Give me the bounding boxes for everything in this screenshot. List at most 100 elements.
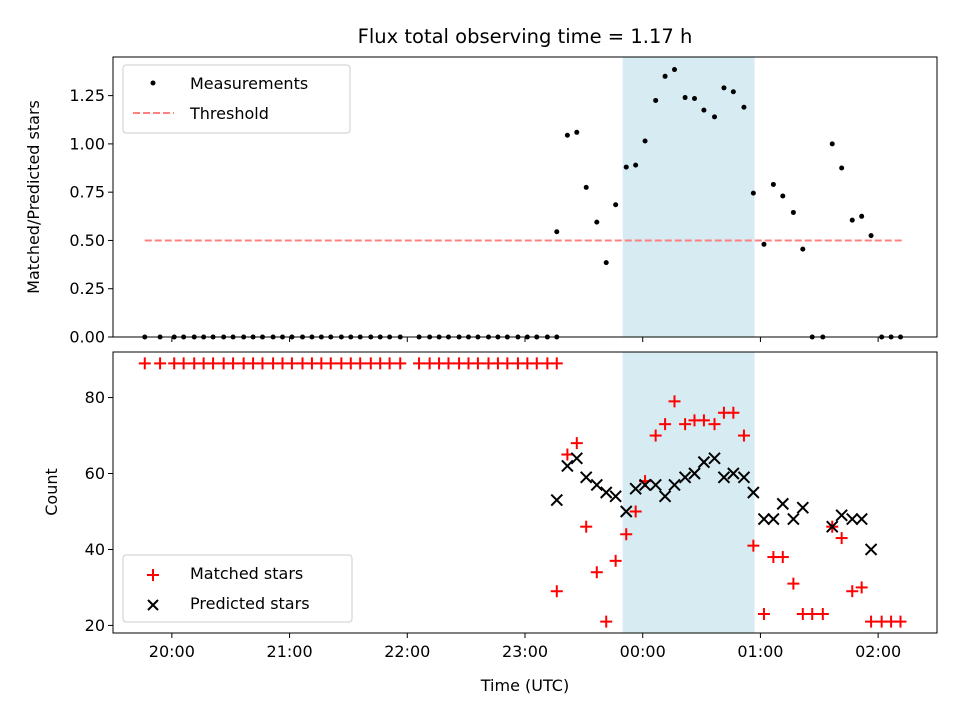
- data-point-plus: [324, 357, 337, 370]
- data-point-plus: [394, 357, 407, 370]
- data-point-x: [796, 501, 810, 514]
- data-point: [653, 97, 659, 103]
- x-axis-ticks: [171, 337, 879, 342]
- data-point-plus: [727, 406, 740, 419]
- y-tick-label: 20: [85, 616, 105, 635]
- data-point-x: [668, 478, 681, 492]
- data-point-plus: [806, 608, 819, 621]
- data-point-plus: [855, 581, 868, 594]
- data-point: [790, 209, 796, 215]
- data-point-plus: [816, 608, 829, 621]
- data-point-x: [649, 478, 662, 492]
- x-tick-label: 22:00: [384, 642, 430, 661]
- y-tick-label: 0.75: [69, 183, 105, 202]
- data-point-x: [727, 467, 740, 480]
- data-point-plus: [649, 429, 662, 442]
- figure-title: Flux total observing time = 1.17 h: [358, 25, 693, 48]
- data-point: [868, 233, 874, 239]
- data-point-x: [697, 455, 711, 469]
- data-point-plus: [177, 357, 190, 370]
- x-tick-label: 21:00: [267, 642, 313, 661]
- data-point-plus: [787, 577, 800, 590]
- data-point-plus: [501, 357, 514, 370]
- data-point-x: [708, 452, 721, 465]
- data-point-x: [776, 497, 790, 511]
- data-point: [741, 104, 747, 110]
- x-tick-label: 00:00: [620, 642, 666, 661]
- x-axis-label: Time (UTC): [480, 676, 569, 695]
- data-point-plus: [413, 357, 426, 370]
- data-point-x: [609, 490, 622, 503]
- legend-label: Measurements: [190, 74, 308, 93]
- data-point: [750, 190, 756, 196]
- data-point-x: [550, 493, 563, 507]
- x-tick-label: 20:00: [149, 642, 195, 661]
- legend-label: Threshold: [189, 104, 269, 123]
- data-point-plus: [600, 615, 613, 628]
- data-point-x: [747, 486, 760, 499]
- data-point-x: [620, 505, 633, 518]
- data-point: [829, 141, 835, 147]
- data-point: [554, 229, 560, 235]
- data-point: [583, 184, 589, 190]
- data-point-plus: [207, 357, 220, 370]
- y-axis-ticks: 20 40 60 80: [85, 388, 113, 635]
- y-tick-label: 40: [85, 540, 105, 559]
- ratio-panel: 0.00 0.25 0.50 0.75 1.00 1.25 Matched/Predict…: [24, 56, 938, 347]
- legend-frame: [122, 554, 353, 623]
- data-point-plus: [383, 357, 396, 370]
- y-tick-label: 1.00: [69, 134, 105, 153]
- data-point-plus: [561, 448, 574, 461]
- data-point: [800, 246, 806, 252]
- data-point-plus: [550, 585, 563, 598]
- data-point: [682, 95, 688, 101]
- data-point-x: [835, 509, 848, 522]
- x-tick-label: 23:00: [502, 642, 548, 661]
- y-axis-label: Count: [42, 468, 61, 516]
- data-point-plus: [679, 418, 692, 431]
- data-point-plus: [620, 528, 633, 541]
- data-point: [633, 162, 639, 168]
- data-point-plus: [227, 357, 240, 370]
- data-point: [701, 107, 707, 113]
- data-point-plus: [471, 357, 484, 370]
- data-point: [761, 241, 767, 247]
- data-point: [594, 219, 600, 225]
- data-point-plus: [138, 357, 151, 370]
- data-point: [839, 165, 845, 171]
- count-panel: 20 40 60 80 20:00 21:00 22:00 23:00 00:00 01:00 0…: [42, 351, 938, 695]
- data-point-x: [737, 471, 751, 484]
- data-point-plus: [256, 357, 269, 370]
- data-point-plus: [659, 418, 672, 431]
- legend-frame: [122, 64, 351, 134]
- highlight-span: [622, 352, 755, 633]
- data-point-plus: [442, 357, 455, 370]
- data-point: [849, 217, 855, 223]
- data-point-x: [561, 459, 574, 473]
- y-tick-label: 0.25: [69, 279, 105, 298]
- legend-label: Matched stars: [190, 564, 303, 583]
- data-point-plus: [354, 357, 367, 370]
- data-point-x: [570, 452, 584, 465]
- data-point-plus: [865, 615, 878, 628]
- data-point-plus: [570, 437, 583, 450]
- data-point-x: [658, 490, 672, 503]
- data-point: [623, 164, 629, 170]
- data-point-plus: [285, 357, 298, 370]
- data-point-plus: [668, 395, 681, 408]
- y-tick-label: 1.25: [69, 86, 105, 105]
- data-point-x: [590, 478, 604, 492]
- data-point: [692, 96, 698, 102]
- x-tick-label: 01:00: [737, 642, 783, 661]
- data-point: [642, 138, 648, 144]
- legend: Matched stars Predicted stars: [122, 554, 353, 623]
- data-point-plus: [154, 357, 167, 370]
- data-point-x: [717, 471, 731, 484]
- data-point-x: [688, 467, 701, 480]
- data-point-plus: [580, 520, 593, 533]
- y-tick-label: 60: [85, 464, 105, 483]
- data-point: [770, 181, 776, 187]
- data-point-x: [629, 482, 642, 495]
- data-point-x: [678, 471, 692, 484]
